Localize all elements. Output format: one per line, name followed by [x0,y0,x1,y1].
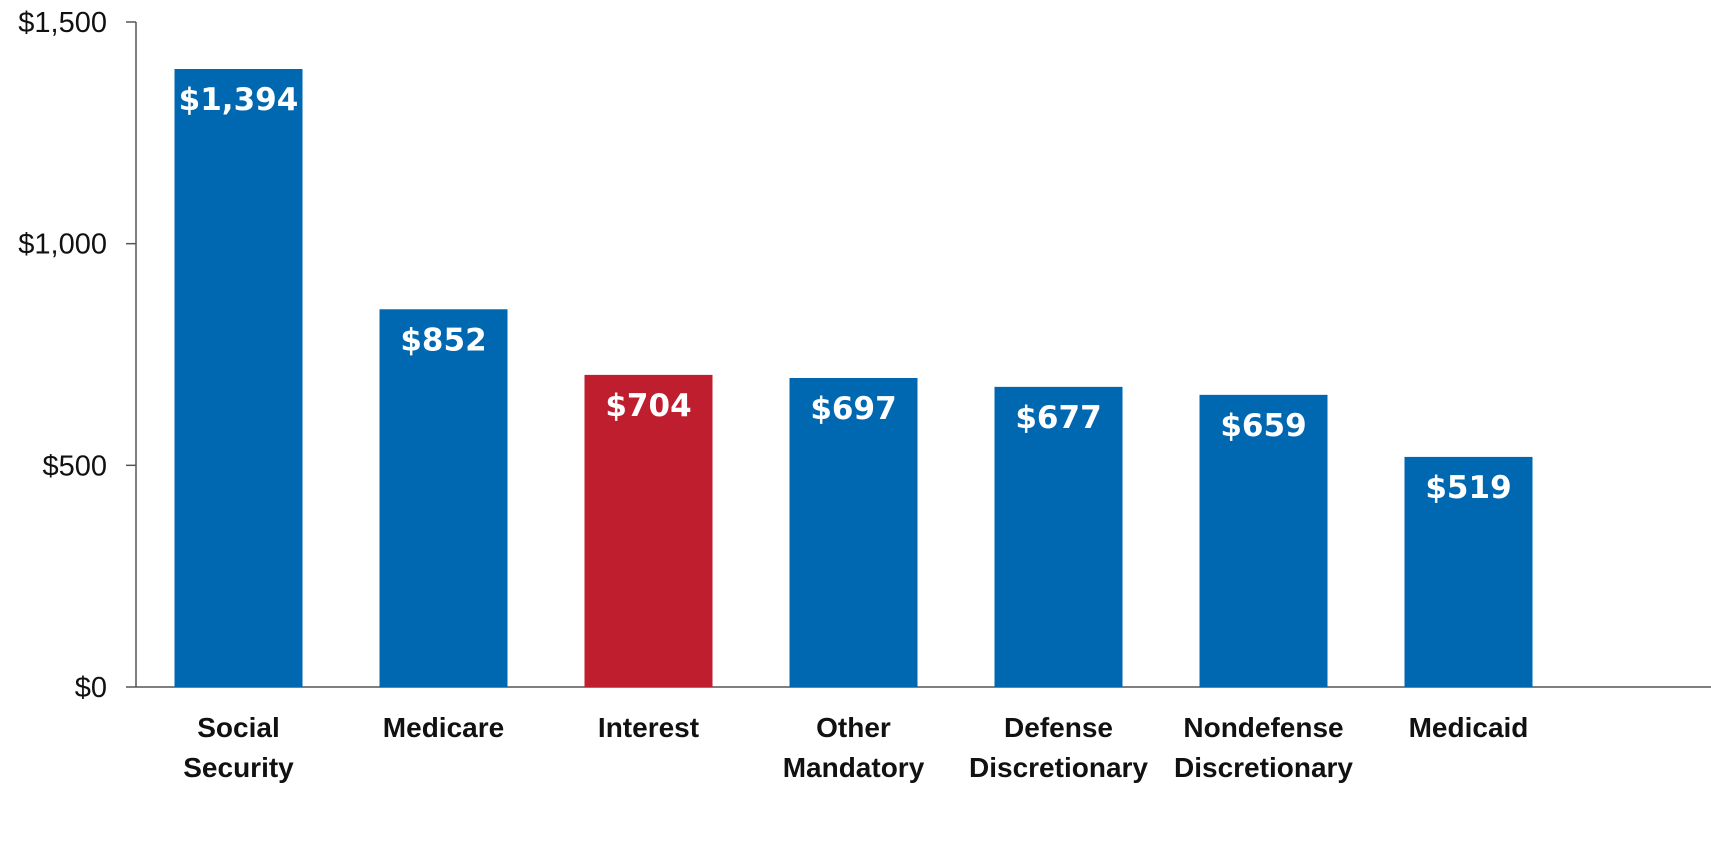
bar [1404,456,1533,687]
bar-value-label: $1,394 [179,82,299,118]
y-tick-label: $1,500 [18,7,107,39]
y-tick-label: $500 [42,450,107,482]
bar [379,309,508,687]
category-label: Medicare [383,712,504,743]
category-label-line: Interest [598,712,699,743]
bars [174,68,1533,687]
bar-value-label: $659 [1220,408,1306,444]
y-tick-label: $0 [75,672,107,704]
bar-value-label: $852 [400,322,486,358]
category-label: Medicaid [1409,712,1529,743]
bar-value-label: $519 [1425,470,1511,506]
category-label-line: Mandatory [783,752,925,783]
category-label-line: Defense [1004,712,1113,743]
bar [174,68,303,687]
category-label: Other Mandatory [783,712,925,783]
category-label-line: Discretionary [969,752,1148,783]
category-label-line: Other [816,712,891,743]
category-label: Defense Discretionary [969,712,1148,783]
category-label-line: Nondefense [1183,712,1343,743]
category-label-line: Security [183,752,294,783]
category-label-line: Social [197,712,279,743]
bar-value-label: $704 [605,388,691,424]
bar [584,374,713,687]
bar [789,377,918,687]
category-label-line: Discretionary [1174,752,1353,783]
category-label: Social Security [183,712,294,783]
bar-value-label: $677 [1015,400,1101,436]
category-label-line: Medicaid [1409,712,1529,743]
bar-value-label: $697 [810,391,896,427]
category-label-line: Medicare [383,712,504,743]
bar [1199,394,1328,687]
labels: $1,394 Social Security $852 Medicare $704 Inte… [179,82,1529,783]
category-label: Interest [598,712,699,743]
category-label: Nondefense Discretionary [1174,712,1353,783]
y-tick-label: $1,000 [18,229,107,261]
bar [994,386,1123,687]
